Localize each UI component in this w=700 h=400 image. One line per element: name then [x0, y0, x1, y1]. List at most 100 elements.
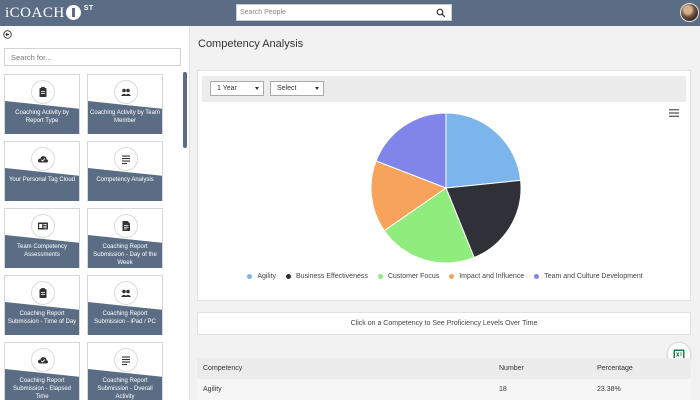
people-search-input[interactable]: Search People [236, 4, 452, 21]
team-icon [121, 289, 131, 297]
report-tile-coaching-report-submission-ipad-pc[interactable]: Coaching Report Submission - iPad / PC [87, 275, 163, 335]
pie-slice-business-effectiveness[interactable] [445, 179, 522, 259]
tile-background [88, 235, 162, 268]
sidebar-search-placeholder: Search for... [11, 53, 52, 62]
report-tile-coaching-report-submission-day-of-the-week[interactable]: Coaching Report Submission - Day of the … [87, 208, 163, 268]
excel-export-icon [673, 349, 685, 359]
app-logo[interactable]: iCOACH ST [5, 3, 94, 23]
report-sidebar: Search for... Coaching Activity by Repor… [0, 26, 190, 400]
tile-background [88, 101, 162, 134]
chart-toolbar: 1 Year Select [202, 76, 686, 102]
report-tile-competency-analysis[interactable]: Competency Analysis [87, 141, 163, 201]
tile-label: Team Competency Assessments [16, 244, 68, 258]
tile-icon-circle [31, 281, 55, 305]
logo-mark-icon [65, 4, 81, 20]
chevron-down-icon [255, 87, 259, 90]
legend-label: Customer Focus [387, 273, 440, 280]
logo-text-left: iCOACH [5, 4, 65, 21]
back-arrow-icon[interactable] [3, 30, 12, 39]
page-title: Competency Analysis [198, 38, 304, 50]
chevron-down-icon [315, 87, 319, 90]
tile-background [5, 168, 79, 201]
report-tile-coaching-report-submission-elapsed-time[interactable]: Coaching Report Submission - Elapsed Tim… [4, 342, 80, 400]
cloud-check-icon [37, 357, 49, 364]
cell-competency: Agility [203, 386, 222, 393]
tile-label: Competency Analysis [96, 177, 154, 183]
chart-hint: Click on a Competency to See Proficiency… [197, 312, 691, 335]
legend-item[interactable]: Customer Focus [377, 273, 440, 280]
period-select[interactable]: 1 Year [210, 81, 264, 96]
table-row[interactable]: Agility 18 23.38% [197, 379, 691, 400]
tile-label: Coaching Report Submission - Day of the … [93, 244, 157, 266]
legend-swatch [377, 274, 383, 279]
report-tile-your-personal-tag-cloud[interactable]: Your Personal Tag Cloud [4, 141, 80, 201]
competency-filter-value: Select [277, 85, 297, 92]
tile-background [88, 369, 162, 400]
tile-label: Coaching Report Submission - Time of Day [7, 311, 77, 325]
tile-icon-circle [31, 348, 55, 372]
user-avatar[interactable] [680, 3, 699, 22]
legend-item[interactable]: Agility [247, 273, 276, 280]
report-tile-coaching-report-submission-time-of-day[interactable]: Coaching Report Submission - Time of Day [4, 275, 80, 335]
pie-slice-customer-focus[interactable] [383, 187, 475, 264]
report-tile-coaching-activity-by-report-type[interactable]: Coaching Activity by Report Type [4, 74, 80, 134]
tile-label: Coaching Report Submission - Elapsed Tim… [12, 378, 72, 400]
tile-label: Coaching Activity by Team Member [90, 110, 160, 124]
chart-legend: Agility Business Effectiveness Customer Fo… [198, 273, 692, 280]
team-icon [121, 88, 131, 96]
tile-background [5, 369, 79, 400]
header-number[interactable]: Number [499, 365, 524, 372]
sidebar-search-input[interactable]: Search for... [4, 48, 181, 66]
tile-background [5, 302, 79, 335]
legend-item[interactable]: Business Effectiveness [286, 273, 368, 280]
competency-filter-select[interactable]: Select [270, 81, 324, 96]
legend-item[interactable]: Impact and Influence [449, 273, 524, 280]
report-tile-coaching-report-submission-overall-activity[interactable]: Coaching Report Submission - Overall Act… [87, 342, 163, 400]
tile-icon-circle [31, 214, 55, 238]
legend-swatch [247, 274, 253, 279]
pie-slice-impact-and-influence[interactable] [370, 160, 448, 232]
clipboard-icon [39, 87, 47, 97]
top-bar: iCOACH ST Search People [0, 0, 700, 26]
tile-icon-circle [114, 214, 138, 238]
tile-label: Coaching Activity by Report Type [15, 110, 69, 124]
tile-label: Coaching Report Submission - Overall Act… [97, 378, 153, 400]
logo-superscript: ST [83, 4, 94, 12]
search-icon[interactable] [436, 8, 446, 18]
tile-icon-circle [114, 80, 138, 104]
header-percentage[interactable]: Percentage [597, 365, 633, 372]
list-icon [122, 356, 130, 366]
legend-item[interactable]: Team and Culture Development [534, 273, 643, 280]
pie-slice-agility[interactable] [445, 112, 522, 189]
tile-icon-circle [114, 147, 138, 171]
competency-table: Competency Number Percentage Agility 18 … [197, 358, 691, 400]
tile-background [88, 168, 162, 201]
legend-label: Agility [257, 273, 276, 280]
legend-swatch [286, 274, 291, 279]
sidebar-scrollbar[interactable] [183, 72, 187, 148]
competency-pie-chart[interactable] [370, 112, 522, 264]
tile-background [5, 235, 79, 268]
tile-background [88, 302, 162, 335]
tile-label: Your Personal Tag Cloud [8, 177, 76, 183]
hamburger-menu-icon[interactable] [669, 109, 679, 117]
cell-number: 18 [499, 386, 507, 393]
legend-label: Team and Culture Development [544, 273, 643, 280]
tile-background [5, 101, 79, 134]
table-header: Competency Number Percentage [197, 358, 691, 379]
clipboard-icon [39, 288, 47, 298]
period-select-value: 1 Year [217, 85, 237, 92]
header-competency[interactable]: Competency [203, 365, 243, 372]
tile-icon-circle [114, 348, 138, 372]
legend-label: Impact and Influence [459, 273, 525, 280]
chart-card: 1 Year Select Agility Business Effectiven… [197, 70, 691, 301]
people-search-placeholder: Search People [240, 9, 286, 16]
tile-icon-circle [114, 281, 138, 305]
list-icon [122, 155, 130, 165]
cloud-check-icon [37, 156, 49, 163]
report-tile-coaching-activity-by-team-member[interactable]: Coaching Activity by Team Member [87, 74, 163, 134]
legend-label: Business Effectiveness [296, 273, 368, 280]
tile-label: Coaching Report Submission - iPad / PC [94, 311, 156, 325]
pie-slice-team-and-culture-development[interactable] [375, 112, 447, 189]
report-tile-team-competency-assessments[interactable]: Team Competency Assessments [4, 208, 80, 268]
